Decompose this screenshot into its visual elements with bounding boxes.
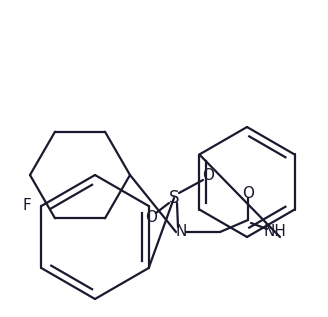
Text: F: F [23, 198, 31, 214]
Text: N: N [175, 224, 187, 240]
Text: O: O [145, 210, 157, 225]
Text: O: O [202, 167, 214, 183]
Text: NH: NH [264, 224, 286, 240]
Text: S: S [169, 189, 179, 207]
Text: O: O [242, 185, 254, 200]
